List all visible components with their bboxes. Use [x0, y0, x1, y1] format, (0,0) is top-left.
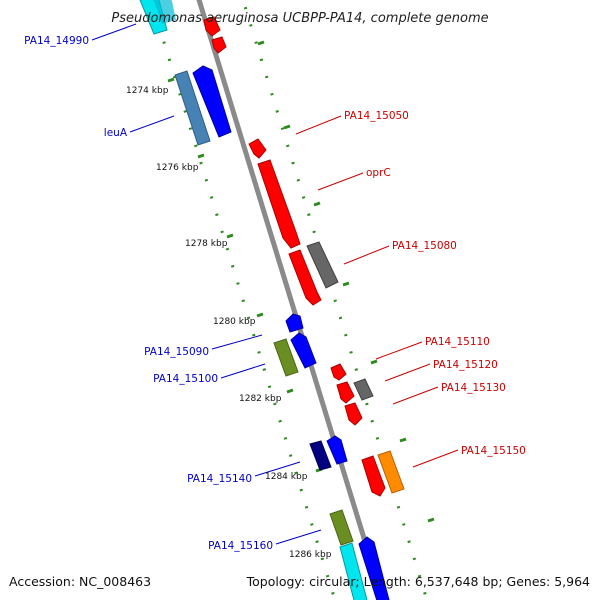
gene-PA14_15080-arrow[interactable]: [288, 249, 322, 306]
genome-title: Pseudomonas aeruginosa UCBPP-PA14, compl…: [111, 11, 488, 26]
genome-backbone: [196, 0, 386, 600]
connector-leuA: [129, 115, 175, 133]
tick-mark: [313, 201, 321, 207]
tick-mark: [399, 437, 407, 443]
connector-PA14_14990: [91, 23, 137, 41]
gene-label-PA14_15140[interactable]: PA14_15140: [187, 473, 252, 485]
gene-PA14_15100b-arrow[interactable]: [290, 332, 317, 369]
tick-mark: [256, 312, 264, 318]
tick-mark: [167, 77, 175, 83]
gene-label-PA14_15130[interactable]: PA14_15130: [441, 382, 506, 394]
gene-oprC-arrow[interactable]: [257, 159, 301, 249]
tick-mark: [427, 517, 435, 523]
gene-label-PA14_15110[interactable]: PA14_15110: [425, 336, 490, 348]
gene-top-red-2[interactable]: [211, 36, 227, 54]
connector-PA14_15080: [343, 245, 390, 265]
gene-PA14_15120-arrow[interactable]: [336, 381, 355, 404]
gene-PA14_15040-arrow[interactable]: [192, 65, 232, 138]
gene-PA14_15090-arrow[interactable]: [285, 313, 304, 333]
gene-PA14_15140-arrow[interactable]: [309, 440, 332, 471]
tick-mark: [197, 153, 205, 159]
tick-mark: [226, 233, 234, 239]
connector-PA14_15140: [254, 461, 301, 477]
connector-PA14_15160: [275, 529, 322, 545]
gene-label-PA14_15090[interactable]: PA14_15090: [144, 346, 209, 358]
tick-mark: [257, 40, 265, 46]
gene-label-PA14_15150[interactable]: PA14_15150: [461, 445, 526, 457]
gene-label-PA14_15080[interactable]: PA14_15080: [392, 240, 457, 252]
gene-label-PA14_14990[interactable]: PA14_14990: [24, 35, 89, 47]
gene-blue-lower-arrow[interactable]: [358, 536, 390, 600]
gene-PA14_15140b-arrow[interactable]: [326, 435, 348, 465]
tick-marks: [167, 40, 435, 552]
connector-PA14_15090: [211, 334, 263, 350]
gene-label-leuA[interactable]: leuA: [104, 127, 128, 139]
reverse-gene-labels: PA14_15050 oprC PA14_15080 PA14_15110 PA…: [344, 110, 526, 457]
genome-summary-text: Topology: circular; Length: 6,537,648 bp…: [246, 574, 590, 589]
gene-cyan-lower-arrow[interactable]: [339, 542, 368, 600]
gene-top-red-1[interactable]: [203, 16, 221, 37]
gene-PA14_14990-hatch[interactable]: [152, 0, 176, 24]
gene-label-PA14_15050[interactable]: PA14_15050: [344, 110, 409, 122]
connector-PA14_15050: [295, 115, 342, 135]
gene-PA14_15150-orange[interactable]: [377, 450, 405, 494]
tick-label: 1286 kbp: [289, 550, 332, 560]
forward-gene-labels: PA14_14990 leuA PA14_15090 PA14_15100 PA…: [24, 35, 273, 552]
tick-mark: [283, 124, 291, 130]
gene-label-oprC[interactable]: oprC: [366, 167, 391, 179]
accession-text: Accession: NC_008463: [9, 574, 151, 589]
connector-PA14_15100: [220, 363, 266, 379]
connector-PA14_15110: [375, 341, 423, 360]
tick-label: 1280 kbp: [213, 317, 256, 327]
label-connectors: [91, 23, 459, 545]
outer-track-dots: [241, 0, 429, 600]
inner-track-dots: [149, 0, 337, 600]
gene-PA14_15050-arrow[interactable]: [248, 138, 267, 159]
gene-PA14_15130-arrow[interactable]: [344, 402, 363, 426]
gene-label-PA14_15160[interactable]: PA14_15160: [208, 540, 273, 552]
tick-labels: 1274 kbp 1276 kbp 1278 kbp 1280 kbp 1282…: [126, 86, 332, 560]
gene-PA14_15120-gray[interactable]: [353, 378, 374, 401]
tick-label: 1278 kbp: [185, 239, 228, 249]
gene-leuA-arrow[interactable]: [174, 70, 211, 146]
gene-PA14_15160-arrow[interactable]: [329, 509, 354, 546]
gene-PA14_15150-arrow[interactable]: [361, 455, 386, 497]
tick-mark: [286, 388, 294, 394]
tick-label: 1282 kbp: [239, 394, 282, 404]
gene-PA14_15110-arrow[interactable]: [330, 363, 347, 381]
tick-label: 1274 kbp: [126, 86, 169, 96]
reverse-genes: [203, 16, 405, 497]
gene-label-PA14_15120[interactable]: PA14_15120: [433, 359, 498, 371]
forward-genes: [139, 0, 390, 600]
tick-mark: [342, 281, 350, 287]
connector-PA14_15120: [384, 363, 431, 382]
connector-PA14_15150: [412, 449, 459, 468]
tick-mark: [370, 359, 378, 365]
gene-label-PA14_15100[interactable]: PA14_15100: [153, 373, 218, 385]
gene-PA14_15080-gray[interactable]: [306, 241, 339, 289]
tick-label: 1276 kbp: [156, 163, 199, 173]
connector-PA14_15130: [392, 386, 439, 405]
gene-PA14_15100-arrow[interactable]: [273, 338, 299, 377]
connector-oprC: [317, 172, 364, 191]
tick-label: 1284 kbp: [265, 472, 308, 482]
